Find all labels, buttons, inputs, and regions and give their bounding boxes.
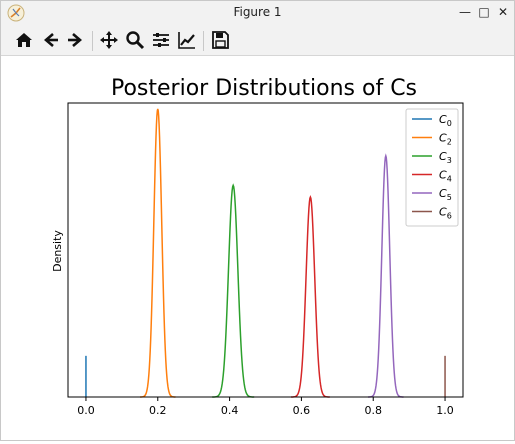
chart: Posterior Distributions of Cs Density 0.…	[51, 76, 464, 417]
axes-frame	[67, 102, 464, 398]
close-button[interactable]: ✕	[497, 5, 509, 19]
minimize-button[interactable]: —	[459, 5, 471, 19]
home-icon[interactable]	[13, 29, 35, 51]
x-tick-label: 0.8	[364, 404, 382, 417]
window-title: Figure 1	[233, 5, 282, 19]
chart-title: Posterior Distributions of Cs	[111, 76, 417, 101]
zoom-icon[interactable]	[124, 29, 146, 51]
back-icon[interactable]	[39, 29, 61, 51]
series-line-c5	[368, 153, 404, 398]
x-tick-label: 0.4	[221, 404, 239, 417]
maximize-button[interactable]: □	[478, 5, 490, 19]
title-bar: Figure 1 — □ ✕	[1, 1, 514, 25]
x-tick-label: 0.0	[77, 404, 95, 417]
x-tick-label: 0.6	[293, 404, 311, 417]
series-line-c3	[212, 183, 255, 398]
forward-icon[interactable]	[65, 29, 87, 51]
configure-subplots-icon[interactable]	[150, 29, 172, 51]
save-icon[interactable]	[209, 29, 231, 51]
x-tick-label: 1.0	[436, 404, 454, 417]
plot-area: 0.0 0.2 0.4 0.6 0.8 1.0	[67, 102, 464, 417]
toolbar-separator	[92, 31, 93, 51]
navigation-toolbar	[1, 25, 514, 56]
toolbar-separator	[203, 31, 204, 51]
matplotlib-app-icon	[7, 4, 25, 22]
figure-canvas[interactable]: Posterior Distributions of Cs Density 0.…	[1, 56, 514, 440]
series-line-c4	[291, 194, 330, 398]
x-tick-label: 0.2	[149, 404, 167, 417]
pan-icon[interactable]	[98, 29, 120, 51]
y-axis-label: Density	[51, 230, 64, 272]
series-line-c2	[139, 108, 176, 398]
edit-axes-icon[interactable]	[176, 29, 198, 51]
